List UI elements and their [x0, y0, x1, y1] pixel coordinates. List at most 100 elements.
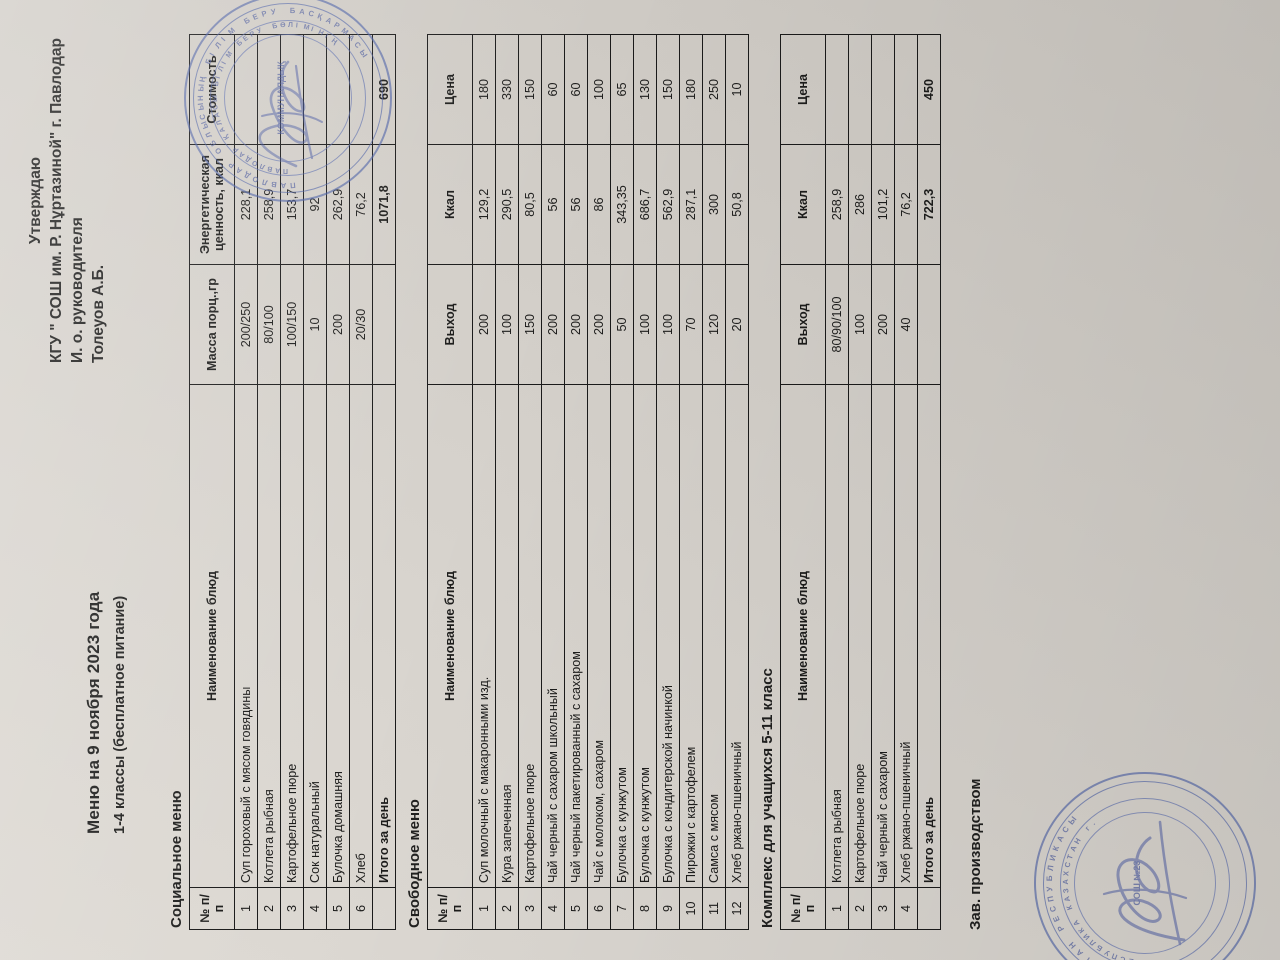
row-output: 200/250	[234, 264, 258, 385]
row-kcal: 56	[541, 144, 565, 265]
table-row: 4 Сок натуральный 10 92	[303, 34, 327, 930]
row-price: 250	[702, 34, 726, 145]
row-dish-name: Хлеб	[349, 384, 373, 888]
table-row: 1 Котлета рыбная 80/90/100 258,9	[825, 34, 849, 930]
section-free-menu: Свободное меню № п/п Наименование блюд В…	[406, 34, 749, 930]
col-mass: Масса порц.,гр	[189, 264, 235, 385]
row-kcal: 686,7	[633, 144, 657, 265]
total-output	[372, 264, 396, 385]
table-row: 12 Хлеб ржано-пшеничный 20 50,8 10	[725, 34, 749, 930]
table-row: 5 Булочка домашняя 200 262,9	[326, 34, 350, 930]
row-dish-name: Булочка домашняя	[326, 384, 350, 888]
row-num: 8	[633, 887, 657, 930]
table-row: 11 Самса с мясом 120 300 250	[702, 34, 726, 930]
row-kcal: 228,1	[234, 144, 258, 265]
row-num: 6	[349, 887, 373, 930]
total-price: 450	[917, 34, 941, 145]
total-output	[917, 264, 941, 385]
row-dish-name: Котлета рыбная	[257, 384, 281, 888]
row-num: 5	[326, 887, 350, 930]
total-label: Итого за день	[917, 384, 941, 888]
col-name: Наименование блюд	[780, 384, 826, 888]
col-cost: Стоимость	[189, 34, 235, 145]
page-title: Меню на 9 ноября 2023 года	[84, 591, 103, 834]
row-kcal: 300	[702, 144, 726, 265]
table-row: 9 Булочка с кондитерской начинкой 100 562,9…	[656, 34, 680, 930]
row-dish-name: Хлеб ржано-пшеничный	[725, 384, 749, 888]
row-num: 1	[234, 887, 258, 930]
table-row: 4 Хлеб ржано-пшеничный 40 76,2	[894, 34, 918, 930]
row-output: 20	[725, 264, 749, 385]
row-price	[349, 34, 373, 145]
page-subtitle: 1-4 классы (бесплатное питание)	[112, 595, 128, 834]
row-price	[303, 34, 327, 145]
row-price	[871, 34, 895, 145]
row-num: 1	[472, 887, 496, 930]
table-row: 2 Котлета рыбная 80/100 258,9	[257, 34, 281, 930]
approval-block: Утверждаю КГУ " СОШ им. Р. Нұртазиной" г…	[26, 38, 110, 363]
row-price	[280, 34, 304, 145]
row-dish-name: Суп молочный с макаронными изд.	[472, 384, 496, 888]
table-row: 2 Картофельное пюре 100 286	[848, 34, 872, 930]
col-kcal: Ккал	[780, 144, 826, 265]
row-num: 11	[702, 887, 726, 930]
table-row: 10 Пирожки с картофелем 70 287,1 180	[679, 34, 703, 930]
section-title: Социальное меню	[168, 790, 185, 928]
footer-signature-label: Зав. производством	[967, 778, 984, 930]
approval-role: И. о. руководителя	[68, 217, 86, 363]
row-dish-name: Суп гороховый с мясом говядины	[234, 384, 258, 888]
row-price	[848, 34, 872, 145]
section-complex-menu: Комплекс для учащихся 5-11 класс № п/п Н…	[759, 34, 941, 930]
row-dish-name: Картофельное пюре	[848, 384, 872, 888]
row-kcal: 153,7	[280, 144, 304, 265]
total-kcal: 1071,8	[372, 144, 396, 265]
row-num: 2	[257, 887, 281, 930]
col-price: Цена	[780, 34, 826, 145]
table-row: 1 Суп молочный с макаронными изд. 200 129,2…	[472, 34, 496, 930]
col-num: № п/п	[427, 887, 473, 930]
table-row: 8 Булочка с кунжутом 100 686,7 130	[633, 34, 657, 930]
row-price	[326, 34, 350, 145]
row-price	[825, 34, 849, 145]
row-dish-name: Кура запеченная	[495, 384, 519, 888]
row-output: 150	[518, 264, 542, 385]
col-num: № п/п	[189, 887, 235, 930]
row-num: 5	[564, 887, 588, 930]
row-price: 100	[587, 34, 611, 145]
row-num: 12	[725, 887, 749, 930]
row-kcal: 76,2	[894, 144, 918, 265]
row-kcal: 262,9	[326, 144, 350, 265]
row-kcal: 101,2	[871, 144, 895, 265]
row-output: 120	[702, 264, 726, 385]
menu-table-free: № п/п Наименование блюд Выход Ккал Цена …	[427, 34, 749, 930]
row-dish-name: Хлеб ржано-пшеничный	[894, 384, 918, 888]
row-num: 3	[518, 887, 542, 930]
row-output: 200	[587, 264, 611, 385]
row-kcal: 76,2	[349, 144, 373, 265]
row-kcal: 286	[848, 144, 872, 265]
col-price: Цена	[427, 34, 473, 145]
row-output: 200	[472, 264, 496, 385]
table-row: 4 Чай черный с сахаром школьный 200 56 60	[541, 34, 565, 930]
table-row: 3 Картофельное пюре 100/150 153,7	[280, 34, 304, 930]
row-dish-name: Самса с мясом	[702, 384, 726, 888]
row-output: 80/100	[257, 264, 281, 385]
row-output: 100	[656, 264, 680, 385]
row-dish-name: Картофельное пюре	[280, 384, 304, 888]
table-row: 2 Кура запеченная 100 290,5 330	[495, 34, 519, 930]
row-dish-name: Булочка с кунжутом	[610, 384, 634, 888]
row-output: 200	[326, 264, 350, 385]
row-price: 330	[495, 34, 519, 145]
row-price: 180	[679, 34, 703, 145]
row-kcal: 290,5	[495, 144, 519, 265]
row-num: 4	[303, 887, 327, 930]
row-output: 100	[495, 264, 519, 385]
total-num-blank	[917, 887, 941, 930]
row-output: 40	[894, 264, 918, 385]
row-num: 4	[541, 887, 565, 930]
col-kcal: Ккал	[427, 144, 473, 265]
col-name: Наименование блюд	[427, 384, 473, 888]
row-dish-name: Пирожки с картофелем	[679, 384, 703, 888]
table-total-row: Итого за день 1071,8 690	[372, 34, 396, 930]
row-num: 10	[679, 887, 703, 930]
